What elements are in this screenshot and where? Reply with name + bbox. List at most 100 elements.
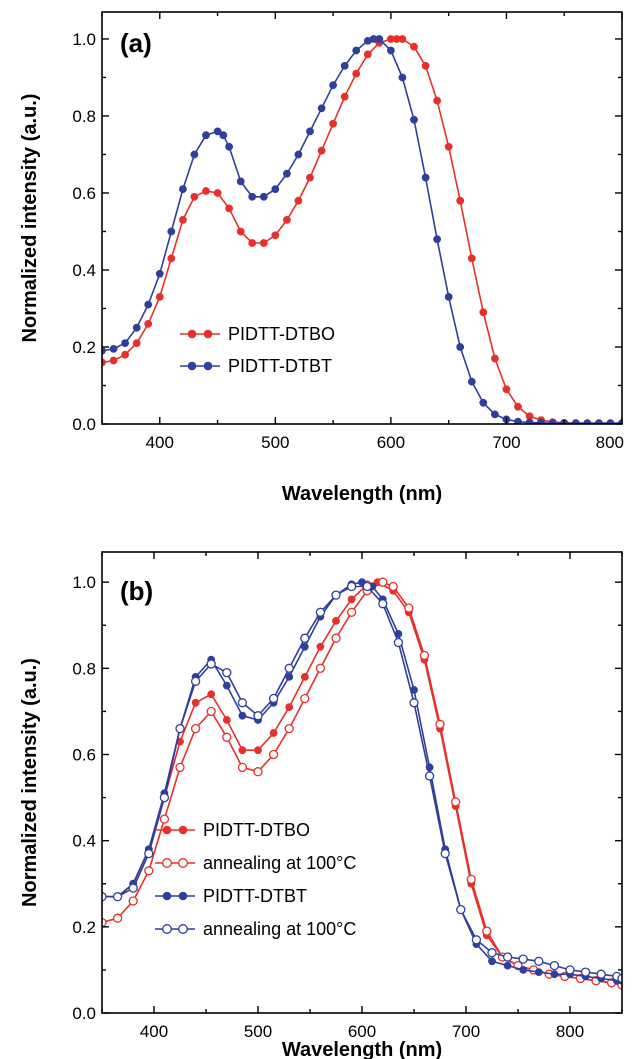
- data-point: [294, 196, 303, 205]
- panel-label: (a): [120, 28, 152, 58]
- data-point: [155, 292, 164, 301]
- data-point: [346, 607, 357, 617]
- legend-item: annealing at 100°C: [155, 853, 356, 873]
- data-point: [329, 81, 337, 90]
- data-point: [456, 196, 465, 205]
- legend-marker: [162, 825, 172, 835]
- data-point: [596, 969, 606, 979]
- data-point: [112, 892, 123, 902]
- data-point: [315, 607, 326, 617]
- data-point: [306, 127, 314, 136]
- data-point: [271, 185, 280, 193]
- data-point: [378, 599, 388, 609]
- data-point: [128, 883, 138, 893]
- data-point: [456, 343, 465, 351]
- x-tick-label: 600: [377, 433, 405, 452]
- data-point: [352, 46, 361, 55]
- data-point: [121, 350, 129, 359]
- data-point: [268, 749, 279, 760]
- data-point: [300, 633, 310, 643]
- legend: PIDTT-DTBO annealing at 100°C PIDTT-DTBT an…: [155, 820, 356, 939]
- data-point: [206, 706, 216, 717]
- data-point: [433, 235, 441, 244]
- data-point: [300, 673, 309, 681]
- data-point: [190, 723, 201, 734]
- legend-marker: [203, 329, 213, 339]
- data-point: [109, 356, 118, 365]
- data-point: [202, 187, 210, 195]
- data-point: [268, 693, 279, 704]
- data-point: [300, 693, 310, 704]
- data-point: [238, 746, 247, 755]
- data-point: [534, 956, 544, 966]
- plot-area: [102, 35, 622, 424]
- data-point: [419, 650, 430, 661]
- data-point: [444, 142, 453, 151]
- data-point: [363, 50, 372, 59]
- data-point: [410, 42, 418, 51]
- data-point: [502, 385, 511, 394]
- data-point: [167, 227, 176, 236]
- x-tick-label: 800: [596, 433, 624, 452]
- plot-area: [102, 577, 622, 990]
- data-point: [519, 966, 528, 974]
- data-point: [435, 719, 445, 729]
- y-tick-label: 0.4: [72, 832, 96, 851]
- data-point: [490, 410, 499, 419]
- data-point: [471, 935, 482, 945]
- legend-label: annealing at 100°C: [203, 853, 356, 873]
- data-point: [490, 354, 499, 363]
- data-point: [144, 866, 154, 876]
- y-tick-label: 1.0: [72, 573, 96, 592]
- legend-item: PIDTT-DTBO: [180, 324, 335, 344]
- series-line: [102, 581, 622, 982]
- data-point: [269, 729, 278, 737]
- legend-item: PIDTT-DTBT: [180, 356, 332, 376]
- data-point: [315, 663, 326, 673]
- data-point: [398, 73, 407, 82]
- data-point: [159, 792, 170, 803]
- data-point: [514, 402, 522, 411]
- legend-marker: [178, 891, 188, 901]
- data-point: [340, 92, 349, 101]
- data-point: [482, 926, 492, 936]
- data-point: [128, 896, 138, 906]
- data-point: [237, 698, 248, 708]
- data-point: [102, 892, 107, 902]
- data-point: [159, 814, 170, 824]
- data-point: [410, 115, 418, 124]
- data-point: [178, 185, 187, 193]
- legend-marker: [162, 891, 172, 901]
- data-point: [331, 590, 341, 600]
- legend-label: annealing at 100°C: [203, 919, 356, 939]
- y-tick-label: 0.2: [72, 918, 96, 937]
- x-tick-label: 700: [452, 1022, 480, 1041]
- data-point: [248, 192, 257, 201]
- x-tick-label: 700: [492, 433, 520, 452]
- data-point: [259, 239, 268, 247]
- series-0: [102, 578, 622, 989]
- y-axis-label: Normalized intensity (a.u.): [19, 94, 41, 343]
- data-point: [222, 732, 232, 742]
- legend: PIDTT-DTBO PIDTT-DTBT: [180, 324, 335, 376]
- data-point: [450, 797, 461, 807]
- y-axis-label: Normalized intensity (a.u.): [19, 658, 41, 907]
- data-point: [282, 215, 291, 224]
- data-point: [213, 127, 222, 136]
- data-point: [503, 961, 512, 970]
- data-point: [456, 904, 466, 915]
- data-point: [346, 581, 357, 592]
- y-tick-label: 0.0: [72, 415, 96, 434]
- x-tick-label: 600: [348, 1022, 376, 1041]
- legend-label: PIDTT-DTBO: [203, 820, 310, 840]
- data-point: [421, 173, 430, 182]
- data-point: [144, 319, 153, 328]
- data-point: [404, 603, 414, 613]
- data-point: [121, 339, 129, 347]
- chart-panel-b: 400 500 600 700 800 0.0 0.2 0.4 0.6 0.8 1.0 Wavelen…: [19, 551, 623, 1059]
- legend-marker: [162, 858, 172, 868]
- data-point: [190, 192, 199, 201]
- data-point: [253, 711, 263, 721]
- data-point: [317, 104, 326, 113]
- data-point: [316, 642, 325, 651]
